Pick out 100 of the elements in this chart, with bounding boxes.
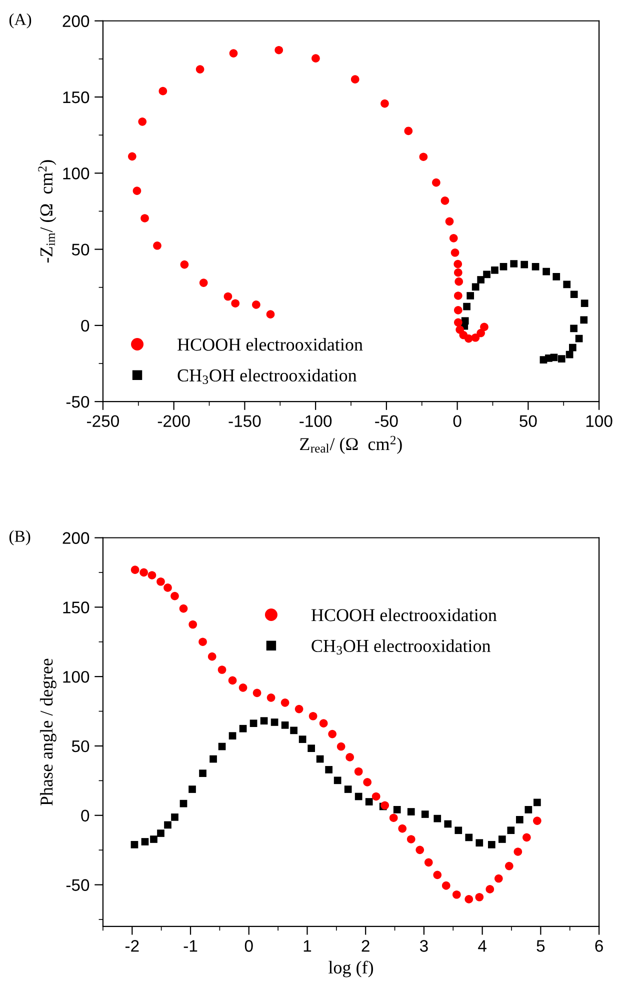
point: [325, 766, 332, 774]
point: [404, 126, 413, 136]
point: [260, 717, 268, 725]
y-tick-label: -50: [66, 879, 90, 891]
point: [153, 241, 162, 250]
point: [130, 840, 138, 848]
point: [298, 736, 306, 743]
point: [463, 302, 470, 310]
point: [434, 814, 442, 822]
point: [483, 270, 490, 278]
point: [558, 355, 566, 362]
point: [570, 290, 578, 298]
point: [580, 316, 588, 324]
y-tick-label: 150: [63, 602, 90, 614]
point: [520, 260, 528, 268]
x-tick-label: 5: [536, 940, 545, 952]
point: [363, 778, 372, 786]
point: [454, 306, 462, 314]
point: [208, 652, 216, 661]
point: [132, 186, 142, 195]
legend-label: CH$_{3}$OH electrooxidation: [178, 368, 357, 384]
legend-label: HCOOH electrooxidation: [178, 338, 363, 351]
point: [416, 846, 424, 854]
point: [270, 718, 278, 726]
point: [454, 277, 464, 286]
point: [354, 767, 363, 776]
point: [158, 86, 168, 96]
point: [566, 350, 574, 358]
point: [471, 333, 480, 342]
x-tick-label: 2: [362, 940, 370, 952]
y-axis-title: -Z$_{im}$/ (Ω cm$^{2}$): [38, 160, 56, 263]
point: [372, 792, 380, 801]
point: [477, 276, 485, 284]
point: [533, 816, 542, 825]
point: [170, 592, 179, 600]
point: [252, 300, 260, 309]
point: [199, 278, 208, 287]
point: [500, 262, 508, 270]
point: [424, 858, 433, 867]
point: [164, 584, 172, 592]
point: [179, 604, 188, 613]
point: [294, 704, 304, 714]
point: [128, 152, 136, 161]
point: [180, 260, 189, 269]
point: [171, 813, 178, 821]
point: [138, 118, 147, 126]
point: [516, 816, 524, 824]
point: [552, 273, 560, 280]
point: [308, 744, 315, 752]
point: [491, 266, 498, 274]
point: [570, 324, 578, 332]
point: [229, 49, 238, 58]
point: [199, 770, 206, 777]
point: [440, 196, 450, 205]
point: [150, 836, 158, 843]
x-tick-label: 0: [244, 940, 253, 952]
point: [507, 826, 515, 834]
point: [252, 688, 262, 698]
x-tick-label: -150: [228, 415, 261, 428]
y-tick-label: 0: [81, 320, 90, 332]
point: [454, 826, 462, 834]
point: [346, 753, 354, 762]
point: [228, 732, 236, 740]
point: [140, 214, 149, 222]
point: [454, 268, 462, 277]
point: [454, 260, 462, 268]
point: [157, 830, 164, 837]
point: [449, 234, 458, 242]
point: [534, 798, 541, 806]
x-tick-label: 3: [420, 940, 428, 952]
point: [196, 65, 204, 74]
x-tick-label: -200: [158, 415, 190, 428]
point: [238, 683, 248, 692]
point: [266, 693, 276, 702]
point: [365, 798, 373, 806]
point: [407, 808, 415, 816]
point: [514, 848, 522, 856]
x-tick-label: -50: [375, 415, 398, 428]
point: [472, 283, 480, 291]
point: [498, 836, 506, 843]
point: [522, 833, 531, 842]
x-tick-label: -1: [184, 940, 198, 952]
point: [456, 326, 464, 334]
y-tick-label: -50: [66, 396, 90, 408]
point: [164, 821, 172, 829]
point: [231, 299, 240, 308]
x-tick-label: 6: [595, 940, 603, 952]
point: [480, 322, 488, 332]
point: [281, 721, 289, 729]
point: [389, 814, 398, 822]
point: [476, 328, 485, 338]
point: [486, 885, 494, 894]
point: [266, 310, 275, 318]
chart-title: (B): [9, 530, 30, 546]
x-axis-title: Z$_{real}$/ (Ω cm$^{2}$): [300, 436, 402, 454]
point: [494, 874, 503, 883]
point: [419, 152, 428, 162]
legend-label: CH$_{3}$OH electrooxidation: [312, 639, 491, 654]
x-axis-title: log (f): [328, 960, 374, 978]
point: [141, 838, 149, 846]
